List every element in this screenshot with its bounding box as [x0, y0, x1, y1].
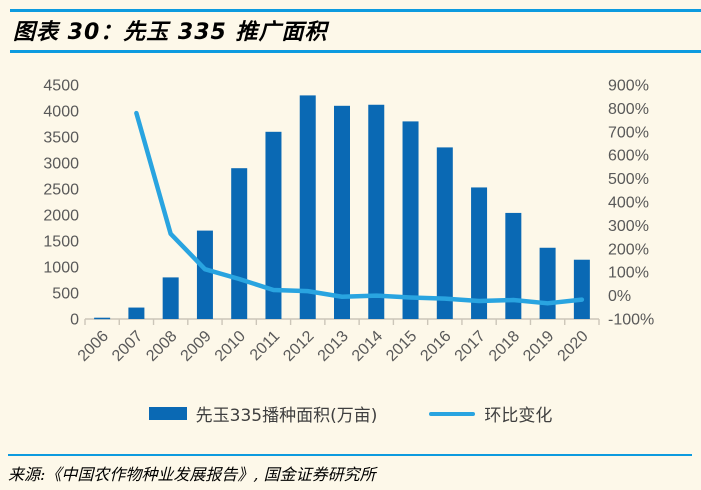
footer-rule — [8, 454, 692, 456]
bar — [265, 131, 282, 319]
bar — [505, 212, 522, 319]
bar — [334, 105, 350, 319]
x-axis-label: 2018 — [486, 328, 523, 365]
y-axis-left-tick-label: 1500 — [43, 234, 79, 251]
x-axis-label: 2013 — [315, 328, 352, 365]
bar — [402, 121, 419, 320]
x-axis-label: 2011 — [247, 328, 283, 364]
y-axis-right-tick-label: 300% — [608, 218, 649, 235]
chart-legend: 先玉335播种面积(万亩) 环比变化 — [0, 401, 701, 426]
bar — [573, 259, 590, 319]
x-axis-label: 2006 — [75, 328, 112, 365]
bar — [299, 95, 316, 320]
y-axis-left-tick-label: 4500 — [43, 78, 79, 95]
x-axis-label: 2015 — [383, 328, 420, 365]
y-axis-left-tick-label: 3000 — [43, 156, 79, 173]
y-axis-right-tick-label: 800% — [608, 101, 649, 118]
bar — [436, 147, 453, 319]
x-axis-label: 2007 — [109, 328, 146, 365]
y-axis-right-tick-label: 200% — [608, 241, 649, 258]
footer-source: 来源:《中国农作物种业发展报告》, 国金证券研究所 — [8, 465, 376, 484]
y-axis-right-tick-label: 600% — [608, 148, 649, 165]
bar — [539, 247, 556, 319]
legend-item-bar-series: 先玉335播种面积(万亩) — [148, 401, 378, 426]
y-axis-left-tick-label: 1000 — [43, 260, 79, 277]
page-title: 图表 30：先玉 335 推广面积 — [13, 20, 328, 45]
bar — [471, 187, 488, 319]
bar — [368, 104, 385, 319]
x-axis-label: 2009 — [178, 328, 215, 365]
y-axis-right-tick-label: -100% — [608, 312, 654, 329]
line-series-swatch-icon — [429, 411, 476, 416]
x-axis-label: 2016 — [417, 328, 454, 365]
y-axis-right-tick-label: 700% — [608, 124, 649, 141]
y-axis-right-tick-label: 400% — [608, 195, 649, 212]
bar — [231, 168, 248, 319]
header-rule-bottom — [10, 50, 701, 53]
chart-canvas: 4500 4000 3500 3000 2500 2000 1500 1000 500 0 900%… — [43, 78, 654, 365]
y-axis-right-tick-label: 500% — [608, 171, 649, 188]
y-axis-right-tick-label: 0% — [608, 288, 631, 305]
bar — [162, 277, 179, 319]
x-axis-label: 2012 — [280, 328, 317, 365]
y-axis-right-tick-label: 900% — [608, 78, 649, 95]
header-rule-top — [10, 9, 701, 12]
bar — [94, 317, 111, 320]
x-axis-label: 2019 — [520, 328, 557, 365]
x-axis-label: 2014 — [349, 328, 386, 365]
x-axis-label: 2010 — [212, 328, 249, 365]
x-axis-label: 2020 — [555, 328, 592, 365]
line-series-label: 环比变化 — [484, 406, 553, 426]
y-axis-right-tick-label: 100% — [608, 265, 649, 282]
x-axis-label: 2008 — [143, 328, 180, 365]
bar-series-label: 先玉335播种面积(万亩) — [195, 406, 378, 426]
legend-item-line-series: 环比变化 — [429, 401, 552, 426]
bar-series-swatch-icon — [148, 407, 187, 420]
y-axis-left-tick-label: 2500 — [43, 182, 79, 199]
combo-chart: 4500 4000 3500 3000 2500 2000 1500 1000 500 0 900%… — [0, 55, 701, 405]
y-axis-left-tick-label: 500 — [52, 286, 79, 303]
bar — [196, 230, 213, 319]
trend-line — [134, 110, 585, 306]
y-axis-left-tick-label: 4000 — [43, 104, 79, 121]
y-axis-left-tick-label: 0 — [70, 312, 79, 329]
x-axis-label: 2017 — [452, 328, 489, 365]
bar — [128, 307, 145, 319]
y-axis-left-tick-label: 2000 — [43, 208, 79, 225]
y-axis-left-tick-label: 3500 — [43, 130, 79, 147]
